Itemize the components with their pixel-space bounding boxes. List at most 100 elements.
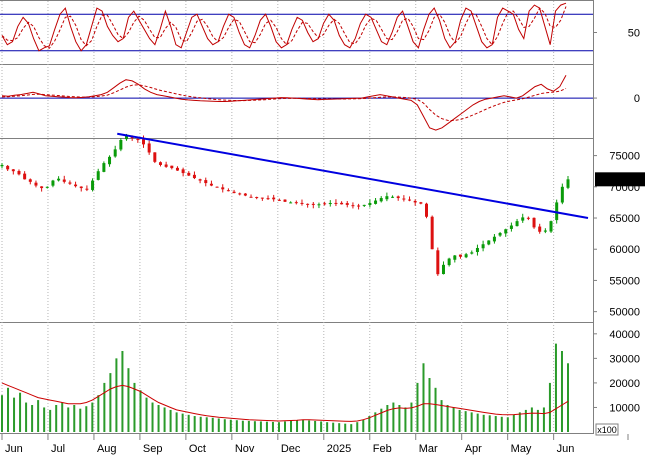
volume-bar	[7, 387, 10, 432]
volume-bar	[127, 368, 130, 432]
volume-bar	[356, 422, 359, 432]
candle-body	[481, 244, 485, 249]
volume-scale-box	[595, 423, 619, 436]
volume-bar	[97, 395, 100, 432]
candle-body	[57, 178, 61, 181]
candle-body	[458, 254, 462, 257]
macd-signal-line	[1, 84, 567, 121]
volume-bar	[332, 422, 335, 432]
candle-body	[521, 217, 525, 221]
volume-bar	[259, 421, 262, 432]
volume-bar	[392, 402, 395, 432]
volume-bar	[452, 407, 455, 432]
x-tick-label: Aug	[97, 443, 117, 455]
volume-bar	[85, 406, 88, 432]
candle-body	[470, 252, 474, 254]
candle-body	[51, 180, 55, 186]
volume-bar	[398, 405, 401, 432]
volume-bar	[67, 407, 70, 432]
y-tick-label: 60000	[609, 244, 640, 256]
volume-bar	[560, 351, 563, 432]
volume-bar	[536, 409, 539, 432]
volume-bar	[247, 420, 250, 432]
candle-body	[96, 171, 100, 180]
candle-body	[226, 190, 230, 192]
candle-body	[402, 198, 406, 200]
candle-body	[11, 169, 15, 172]
candle-body	[249, 196, 253, 198]
candle-body	[492, 236, 496, 242]
volume-bar	[362, 419, 365, 432]
volume-bar	[13, 397, 16, 432]
candle-body	[509, 225, 513, 229]
candle-body	[357, 205, 361, 207]
candle-body	[317, 204, 321, 206]
candle-body	[560, 186, 564, 203]
candle-body	[68, 182, 72, 184]
y-tick-label: 30000	[609, 353, 640, 365]
volume-bar	[187, 414, 190, 432]
volume-panel	[1, 343, 569, 432]
volume-bar	[512, 414, 515, 432]
price-candles	[0, 133, 570, 276]
candle-body	[28, 179, 32, 182]
candle-body	[368, 203, 372, 205]
volume-bar	[494, 416, 497, 432]
volume-bar	[284, 421, 286, 432]
stochastic-panel	[0, 2, 593, 52]
volume-bar	[326, 422, 329, 432]
volume-bar	[434, 387, 437, 432]
candle-body	[209, 183, 213, 186]
candle-body	[238, 193, 242, 195]
volume-scale: x100	[595, 423, 619, 436]
volume-moving-average	[1, 382, 569, 422]
candle-body	[538, 226, 542, 232]
candle-body	[436, 250, 440, 275]
candle-body	[441, 264, 445, 275]
candle-body	[260, 197, 264, 199]
candle-body	[396, 196, 400, 199]
candle-body	[175, 167, 179, 171]
volume-bar	[199, 416, 202, 432]
x-tick-label: Sep	[143, 443, 163, 455]
y-tick-label: 40000	[609, 329, 640, 341]
volume-bar	[464, 411, 467, 432]
y-tick-label: 0	[634, 93, 640, 105]
volume-scale-label: x100	[597, 425, 617, 435]
candle-body	[487, 240, 491, 245]
volume-bar	[302, 419, 305, 432]
macd-panel	[0, 74, 593, 131]
candle-body	[549, 221, 553, 232]
candle-body	[108, 156, 112, 165]
volume-bar	[290, 420, 293, 432]
volume-bar	[524, 409, 527, 432]
macd-line	[1, 74, 567, 131]
y-tick-label: 50000	[609, 307, 640, 319]
volume-bar	[43, 407, 46, 432]
candle-body	[385, 196, 389, 200]
candle-body	[40, 186, 44, 189]
candle-body	[351, 205, 355, 207]
volume-bar	[169, 409, 172, 432]
candle-body	[198, 179, 202, 181]
y-tick-label: 10000	[609, 402, 640, 414]
volume-bar	[338, 423, 341, 432]
candle-body	[142, 139, 145, 145]
candle-body	[413, 200, 417, 203]
volume-bar	[271, 421, 274, 432]
x-tick-label: Nov	[235, 443, 255, 455]
volume-bar	[253, 421, 256, 432]
candle-body	[543, 230, 547, 232]
candle-body	[311, 203, 315, 205]
volume-bar	[542, 407, 545, 432]
candle-body	[328, 203, 332, 205]
candle-body	[215, 186, 219, 188]
volume-bar	[308, 420, 311, 432]
x-tick-label: Jul	[51, 443, 65, 455]
volume-bar	[25, 402, 28, 432]
volume-bar	[133, 382, 136, 432]
candle-body	[498, 232, 502, 236]
candle-body	[266, 198, 270, 200]
candle-body	[170, 165, 174, 169]
volume-bar	[428, 378, 431, 432]
